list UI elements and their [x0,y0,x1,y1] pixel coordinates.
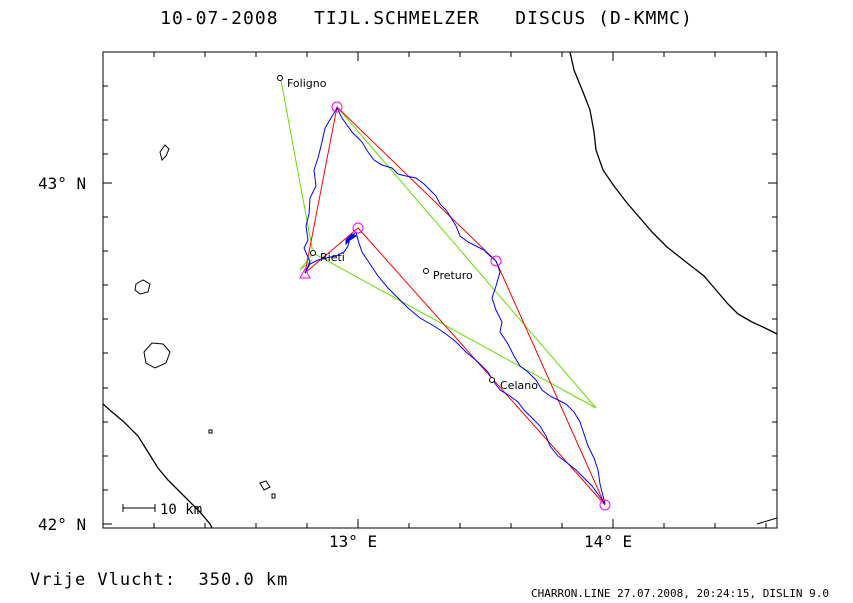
optimized-route [279,74,597,409]
right-ticks [768,85,777,491]
turnpoint-1 [331,101,343,113]
track-loop [345,233,357,246]
place-celano: Celano [500,379,538,392]
coastlines [102,51,778,529]
scale-bar [122,504,156,512]
bottom-ticks [153,519,767,528]
map-frame [102,51,778,529]
foligno-marker [277,75,283,81]
place-rieti: Rieti [320,251,345,264]
y-label-43: 43° N [38,174,86,193]
place-preturo: Preturo [433,269,473,282]
turnpoint-2 [490,255,502,267]
left-ticks [103,85,112,525]
turnpoint-4 [352,222,364,234]
preturo-marker [423,268,429,274]
x-label-13: 13° E [329,532,377,551]
y-label-42: 42° N [38,515,86,534]
place-markers [277,75,495,383]
footer-credit: CHARRON.LINE 27.07.2008, 20:24:15, DISLI… [530,587,829,600]
turnpoints [299,101,611,511]
celano-marker [489,377,495,383]
start-triangle [299,267,311,279]
place-foligno: Foligno [287,77,327,90]
gps-track [303,106,606,505]
top-ticks [153,52,767,61]
rieti-marker [310,250,316,256]
x-label-14: 14° E [584,532,632,551]
chart-title: 10-07-2008 TIJL.SCHMELZER DISCUS (D-KMMC… [160,8,693,29]
free-flight-distance: Vrije Vlucht: 350.0 km [30,570,289,590]
scale-bar-label: 10 km [160,502,202,518]
task-route [304,105,606,506]
turnpoint-3 [599,499,611,511]
